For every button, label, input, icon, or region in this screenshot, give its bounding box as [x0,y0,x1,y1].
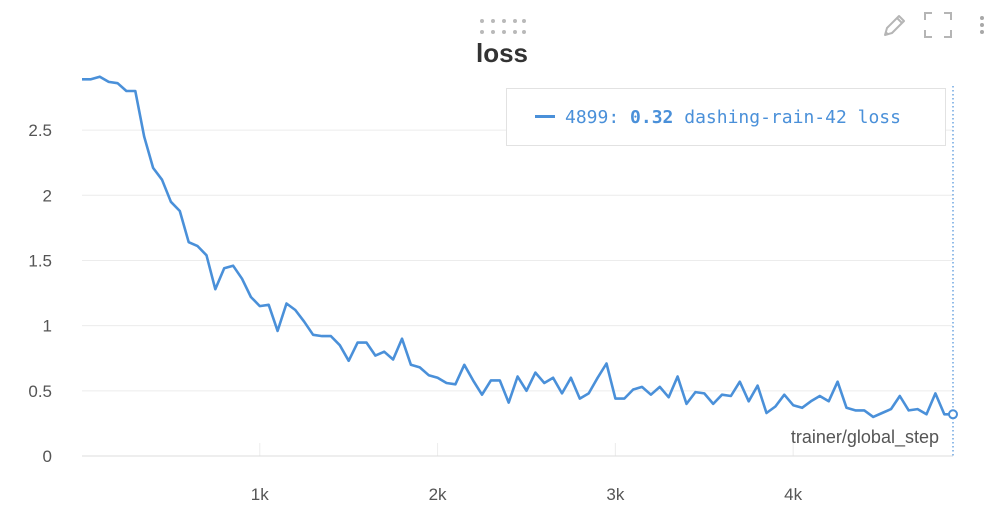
drag-handle-icon[interactable] [478,17,526,37]
y-tick-label: 0 [43,447,52,466]
legend-value: 0.32 [630,107,674,128]
x-tick-label: 3k [606,485,624,504]
legend-swatch [535,115,555,118]
chart-title: loss [475,38,529,68]
x-tick-label: 1k [251,485,269,504]
hover-point [948,409,958,420]
pencil-icon[interactable] [880,10,908,45]
fullscreen-icon[interactable] [922,10,954,45]
y-tick-label: 1 [43,317,52,336]
legend-step: 4899: [565,107,620,128]
x-tick-label: 2k [429,485,447,504]
y-tick-label: 0.5 [28,382,52,401]
legend-entry: 4899: 0.32 dashing-rain-42 loss [565,107,901,128]
y-tick-label: 1.5 [28,251,52,270]
loss-series-line [82,75,953,419]
legend: 4899: 0.32 dashing-rain-42 loss [506,88,946,146]
y-tick-label: 2.5 [28,121,52,140]
more-vertical-icon[interactable] [976,10,988,45]
legend-series-label: dashing-rain-42 loss [684,107,901,128]
y-tick-label: 2 [43,186,52,205]
x-axis-label: trainer/global_step [791,427,939,448]
x-tick-label: 4k [784,485,802,504]
